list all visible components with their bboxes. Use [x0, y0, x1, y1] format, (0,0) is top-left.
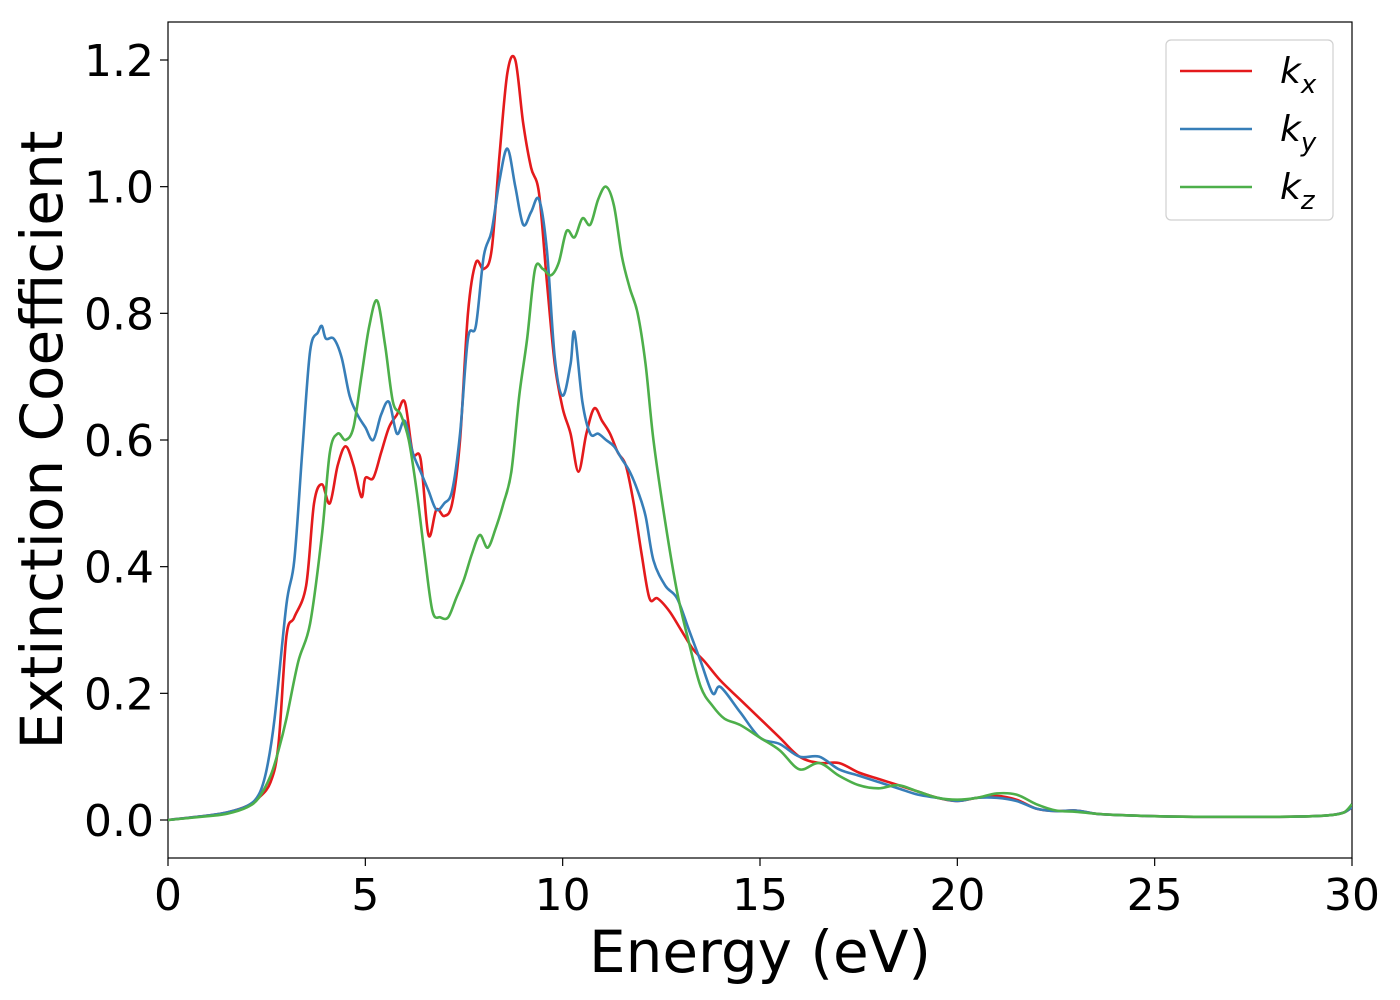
x-tick-label: 5 [351, 870, 379, 921]
legend-label-base: k [1280, 167, 1303, 208]
x-tick-label: 30 [1324, 870, 1380, 921]
x-axis-title: Energy (eV) [589, 918, 931, 986]
series-line-kz [168, 185, 1352, 822]
legend-label-subscript: z [1300, 186, 1316, 216]
y-tick-label: 0.4 [84, 543, 154, 594]
legend-label-base: k [1280, 51, 1303, 92]
series-layer [168, 54, 1352, 822]
y-tick-label: 0.2 [84, 669, 154, 720]
y-tick-label: 0.8 [84, 289, 154, 340]
legend-label-ky: ky [1280, 109, 1317, 158]
y-axis: 0.0 0.2 0.4 0.6 0.8 1.0 1.2 [84, 36, 168, 847]
y-axis-title: Extinction Coefficient [8, 131, 76, 750]
x-tick-label: 20 [929, 870, 985, 921]
x-tick-label: 25 [1127, 870, 1183, 921]
legend-label-kz: kz [1280, 167, 1316, 216]
x-axis: 0 5 10 15 20 25 30 [154, 858, 1380, 921]
legend-label-subscript: x [1300, 70, 1317, 100]
y-tick-label: 0.6 [84, 416, 154, 467]
legend-label-base: k [1280, 109, 1303, 150]
legend-label-kx: kx [1280, 51, 1317, 100]
y-tick-label: 1.2 [84, 36, 154, 87]
x-tick-label: 15 [732, 870, 788, 921]
x-tick-label: 10 [535, 870, 591, 921]
legend-label-subscript: y [1300, 128, 1317, 158]
y-tick-label: 1.0 [84, 163, 154, 214]
x-tick-label: 0 [154, 870, 182, 921]
y-tick-label: 0.0 [84, 796, 154, 847]
